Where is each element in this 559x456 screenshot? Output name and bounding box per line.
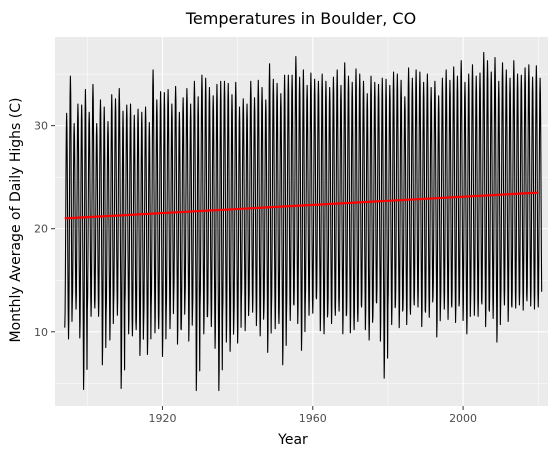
y-axis-title: Monthly Average of Daily Highs (C) (8, 98, 24, 343)
y-tick-label: 30 (34, 120, 48, 133)
y-tick-label: 10 (34, 326, 48, 339)
axis-ticks: 1920 1960 2000 10 20 30 (34, 120, 477, 425)
x-tick-label: 1920 (148, 412, 176, 425)
x-axis-title: Year (277, 432, 308, 448)
y-tick-label: 20 (34, 223, 48, 236)
x-tick-label: 2000 (449, 412, 477, 425)
trend-line (64, 191, 539, 220)
x-tick-label: 1960 (299, 412, 327, 425)
chart-title: Temperatures in Boulder, CO (185, 9, 416, 28)
monthly-temperature-line (64, 51, 543, 392)
